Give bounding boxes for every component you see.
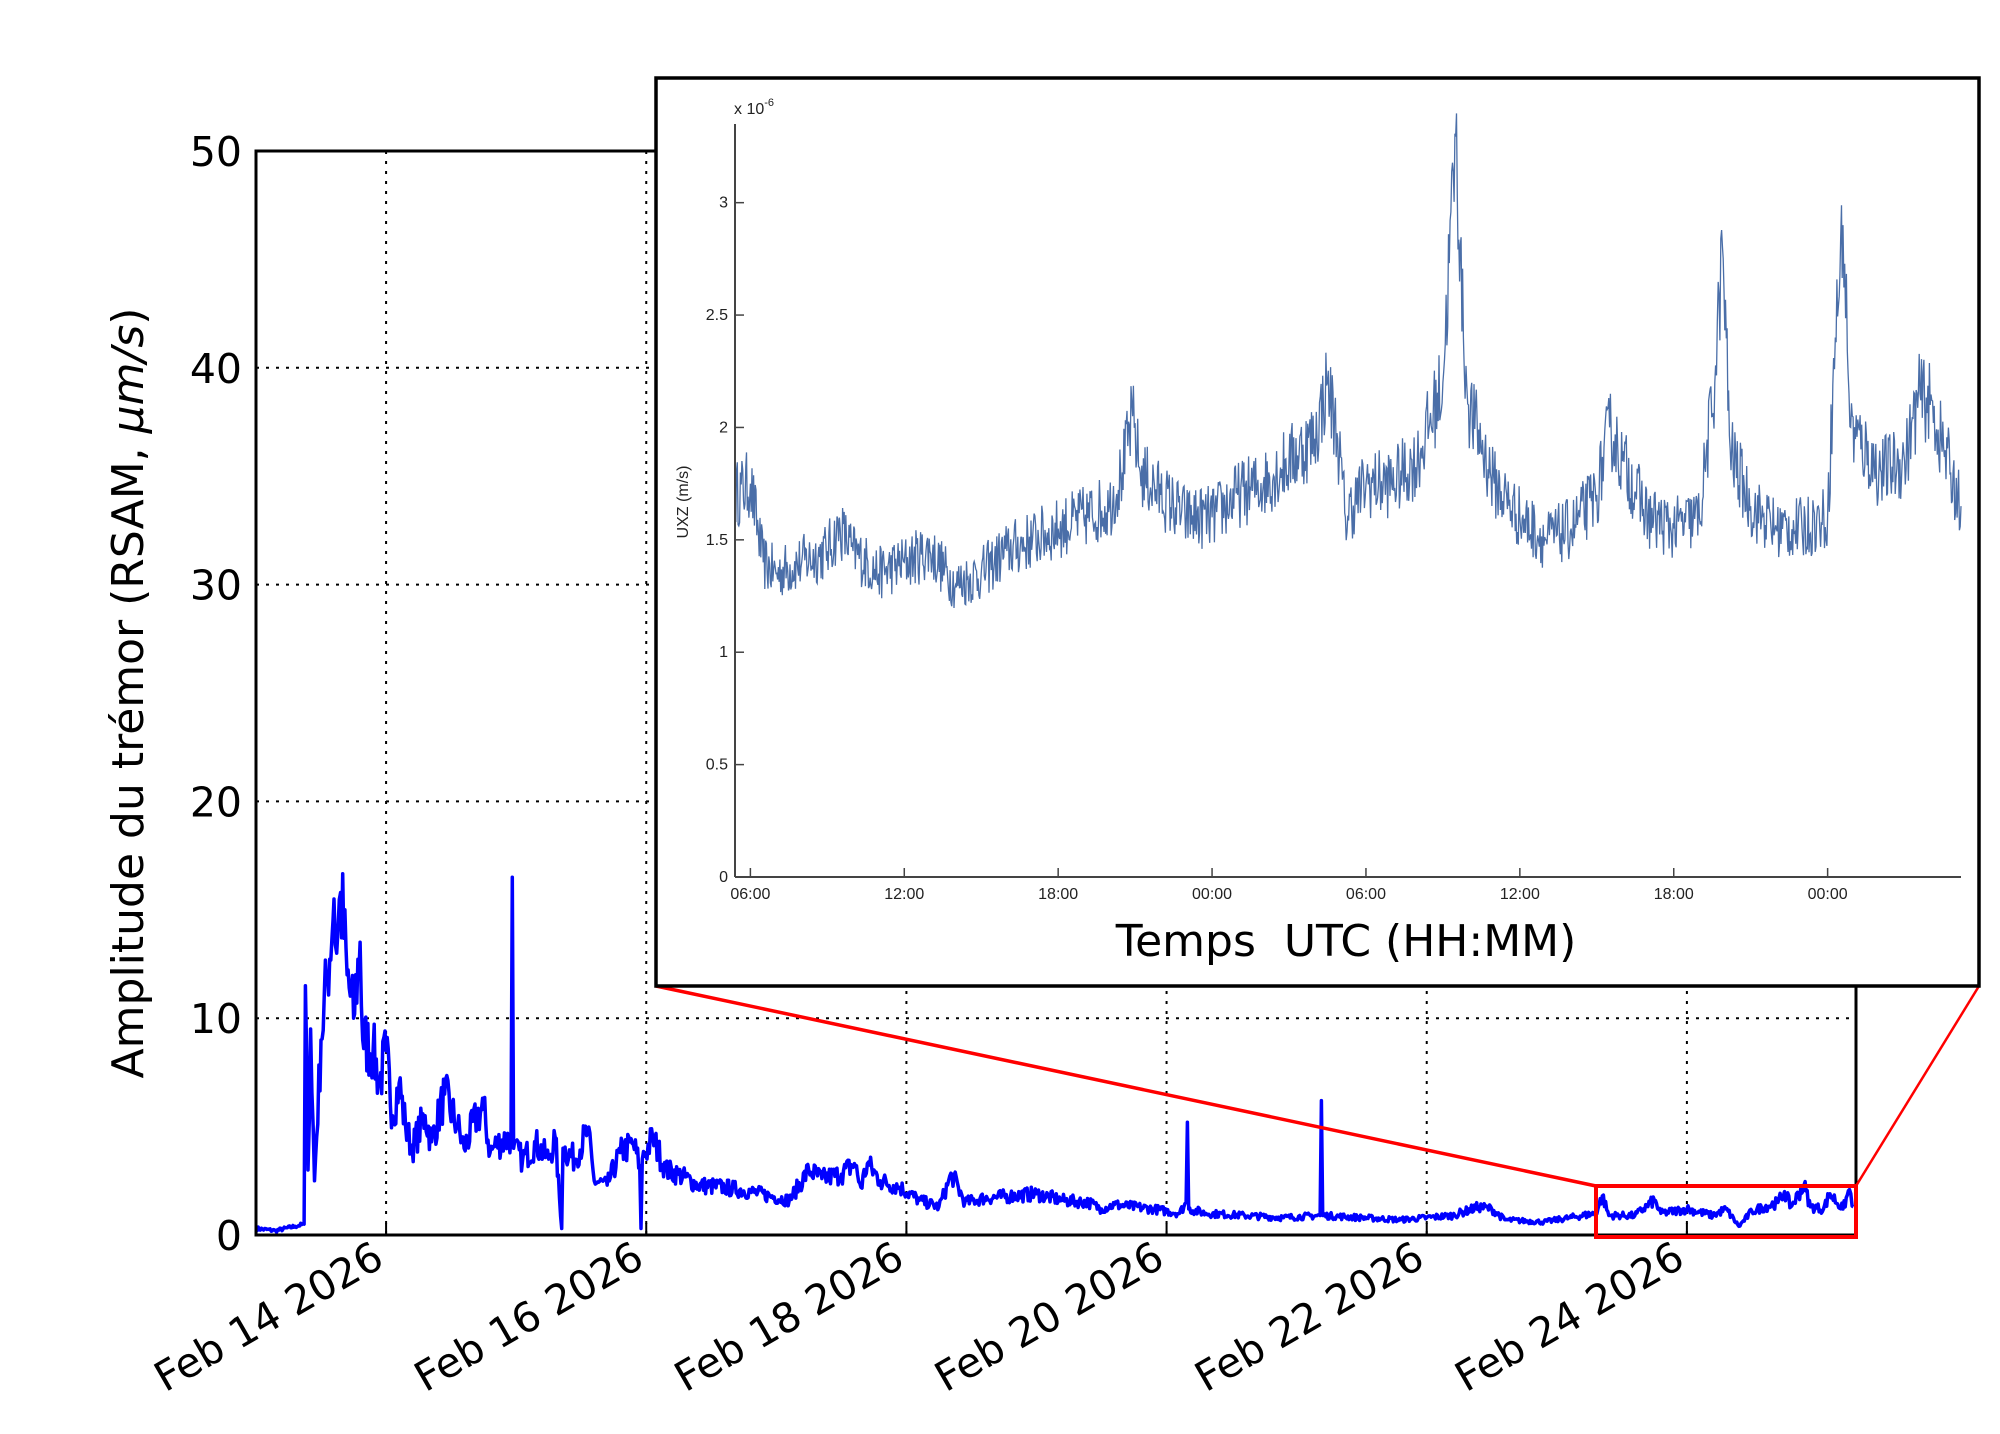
inset-x-tick-label: 00:00: [1808, 886, 1848, 903]
inset-y-axis-label: UXZ (m/s): [675, 466, 692, 539]
zoom-region-box: [1594, 1184, 1858, 1239]
main-y-tick-label: 40: [190, 345, 242, 393]
main-x-tick-label: Feb 22 2026: [1187, 1232, 1432, 1401]
inset-y-tick-label: 0: [719, 869, 728, 886]
main-y-axis-label: Amplitude du trémor (RSAM, µm/s): [103, 308, 154, 1079]
ylabel-text: Amplitude du trémor (RSAM,: [103, 433, 154, 1078]
inset-x-tick-label: 12:00: [884, 886, 924, 903]
scale-text: x 10: [734, 101, 764, 118]
inset-x-tick-label: 00:00: [1192, 886, 1232, 903]
main-x-tick-label: Feb 16 2026: [406, 1232, 651, 1401]
main-y-tick-label: 10: [190, 995, 242, 1043]
main-y-tick-label: 30: [190, 562, 242, 610]
inset-x-tick-label: 18:00: [1654, 886, 1694, 903]
inset-x-tick-label: 12:00: [1500, 886, 1540, 903]
zoom-connector-right: [1854, 985, 1981, 1187]
scale-exponent: -6: [764, 97, 774, 109]
inset-x-tick-label: 06:00: [730, 886, 770, 903]
inset-y-tick-label: 2.5: [706, 307, 728, 324]
main-x-tick-label: Feb 18 2026: [666, 1232, 911, 1401]
inset-scale-label: x 10-6: [734, 97, 774, 118]
main-x-tick-label: Feb 20 2026: [927, 1232, 1172, 1401]
zoom-connector-left: [655, 984, 1597, 1188]
inset-x-tick-label: 06:00: [1346, 886, 1386, 903]
main-y-tick-label: 0: [216, 1212, 242, 1260]
uxz-series-line: [734, 113, 1962, 609]
main-y-tick-label: 50: [190, 128, 242, 176]
inset-y-tick-label: 2: [719, 419, 728, 436]
inset-y-tick-label: 3: [719, 195, 728, 212]
inset-y-tick-label: 0.5: [706, 757, 728, 774]
inset-x-tick-label: 18:00: [1038, 886, 1078, 903]
zoom-indicator: [655, 984, 1981, 1239]
ylabel-close: ): [103, 308, 154, 325]
ylabel-unit: µm/s: [103, 325, 154, 435]
inset-ticks: 0 0.5 1 1.5 2 2.5 3 06:00 12:00 18:00 00:00 06:00 12…: [706, 195, 1848, 903]
main-x-tick-label: Feb 14 2026: [146, 1232, 391, 1401]
inset-chart: 0 0.5 1 1.5 2 2.5 3 06:00 12:00 18:00 00:00 06:00 12…: [654, 76, 1981, 988]
main-x-tick-label: Feb 24 2026: [1447, 1232, 1692, 1401]
rsam-series-line: [254, 872, 1855, 1234]
inset-x-axis-label: Temps UTC (HH:MM): [1115, 916, 1577, 967]
inset-y-tick-label: 1: [719, 644, 728, 661]
inset-y-tick-label: 1.5: [706, 532, 728, 549]
main-y-tick-label: 20: [190, 778, 242, 826]
inset-frame: [654, 76, 1981, 988]
